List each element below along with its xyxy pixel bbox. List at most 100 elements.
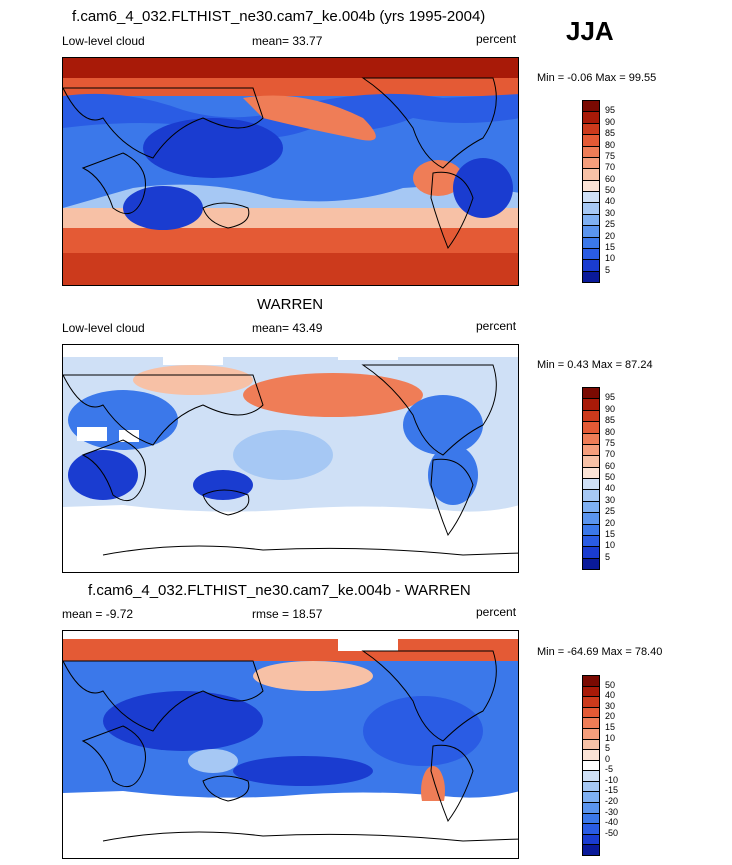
panel-2-map [62, 344, 519, 573]
colorbar-tick-label: 85 [605, 415, 616, 426]
colorbar-swatch [582, 259, 600, 272]
colorbar-tick-label: 40 [605, 690, 616, 701]
colorbar-tick-label: 10 [605, 540, 616, 551]
colorbar-swatch [582, 409, 600, 423]
colorbar-swatch [582, 134, 600, 147]
colorbar-swatch [582, 749, 600, 761]
colorbar-tick-label: 5 [605, 264, 611, 275]
panel-2-variable-label: Low-level cloud [62, 321, 145, 335]
colorbar-swatch [582, 738, 600, 751]
colorbar-swatch [582, 696, 600, 708]
colorbar-tick-label: 30 [605, 494, 616, 505]
colorbar-swatch [582, 156, 600, 170]
colorbar-swatch [582, 168, 600, 181]
colorbar-swatch [582, 546, 600, 559]
colorbar-tick-label: 5 [605, 743, 611, 754]
panel-1-units-label: percent [476, 32, 517, 46]
panel-1-colorbar: 95 90 85 80 75 70 60 50 40 30 25 20 15 10 5 [582, 100, 642, 283]
colorbar-tick-label: -5 [605, 764, 614, 775]
colorbar-tick-label: 15 [605, 528, 616, 539]
colorbar-swatch [582, 759, 600, 772]
colorbar-tick-label: 60 [605, 173, 616, 184]
colorbar-swatch [582, 685, 600, 698]
colorbar-swatch [582, 466, 600, 479]
panel-3-rmse-label: rmse = 18.57 [252, 607, 323, 621]
season-label: JJA [566, 16, 614, 46]
colorbar-swatch [582, 812, 600, 825]
colorbar-swatch [582, 111, 600, 124]
colorbar-swatch [582, 387, 600, 400]
colorbar-swatch [582, 191, 600, 204]
colorbar-tick-label: 15 [605, 241, 616, 252]
panel-3-colorbar: 50 40 30 20 15 10 5 0 -5 -10 -15 -20 -30 -40 -50 [582, 675, 642, 856]
colorbar-swatch [582, 717, 600, 729]
colorbar-swatch [582, 478, 600, 491]
panel-2-title: WARREN [257, 296, 324, 313]
colorbar-swatch [582, 770, 600, 782]
colorbar-tick-label: 75 [605, 437, 616, 448]
colorbar-tick-label: 15 [605, 721, 616, 732]
panel-1-map [62, 57, 519, 286]
colorbar-swatch [582, 791, 600, 804]
colorbar-swatch [582, 213, 600, 227]
panel-1-title: f.cam6_4_032.FLTHIST_ne30.cam7_ke.004b (… [72, 8, 486, 25]
colorbar-tick-label: 0 [605, 753, 611, 764]
colorbar-tick-label: 60 [605, 460, 616, 471]
colorbar-tick-label: 40 [605, 483, 616, 494]
colorbar-tick-label: 95 [605, 105, 616, 116]
colorbar-tick-label: 10 [605, 253, 616, 264]
panel-3-units-label: percent [476, 605, 517, 619]
colorbar-tick-label: 20 [605, 711, 616, 722]
colorbar-swatch [582, 727, 600, 740]
colorbar-swatch [582, 202, 600, 215]
colorbar-tick-label: 85 [605, 128, 616, 139]
colorbar-tick-label: 20 [605, 517, 616, 528]
panel-3-title: f.cam6_4_032.FLTHIST_ne30.cam7_ke.004b -… [88, 582, 471, 599]
colorbar-swatch [582, 534, 600, 548]
panel-2-units-label: percent [476, 319, 517, 333]
colorbar-tick-label: 50 [605, 472, 616, 482]
colorbar-tick-label: 80 [605, 139, 616, 150]
panel-3-minmax: Min = -64.69 Max = 78.40 [537, 646, 663, 658]
colorbar-tick-label: 50 [605, 185, 616, 195]
colorbar-tick-label: 90 [605, 116, 616, 127]
colorbar-swatch [582, 100, 600, 113]
colorbar-swatch [582, 780, 600, 793]
panel-2-minmax: Min = 0.43 Max = 87.24 [537, 359, 653, 371]
colorbar-tick-label: -20 [605, 796, 619, 807]
colorbar-tick-label: 75 [605, 150, 616, 161]
colorbar-tick-label: 30 [605, 700, 616, 711]
colorbar-swatch [582, 512, 600, 525]
colorbar-swatch [582, 122, 600, 136]
colorbar-tick-label: 10 [605, 732, 616, 743]
colorbar-tick-label: 30 [605, 207, 616, 218]
colorbar-tick-label: 70 [605, 162, 616, 173]
colorbar-tick-label: 90 [605, 403, 616, 414]
colorbar-swatch [582, 844, 600, 856]
colorbar-tick-label: -10 [605, 774, 619, 785]
colorbar-swatch [582, 833, 600, 846]
panel-2-colorbar: 95 90 85 80 75 70 60 50 40 30 25 20 15 10 5 [582, 387, 642, 570]
colorbar-swatch [582, 247, 600, 261]
colorbar-swatch [582, 145, 600, 158]
colorbar-tick-label: 70 [605, 449, 616, 460]
colorbar-swatch [582, 179, 600, 192]
colorbar-swatch [582, 823, 600, 835]
colorbar-tick-label: 25 [605, 506, 616, 517]
colorbar-tick-label: 40 [605, 196, 616, 207]
colorbar-swatch [582, 455, 600, 468]
colorbar-tick-label: -50 [605, 827, 619, 838]
colorbar-swatch [582, 500, 600, 514]
colorbar-swatch [582, 489, 600, 502]
colorbar-swatch [582, 398, 600, 411]
colorbar-swatch [582, 706, 600, 719]
colorbar-swatch [582, 270, 600, 283]
colorbar-tick-label: -40 [605, 817, 619, 828]
colorbar-tick-label: -30 [605, 806, 619, 817]
colorbar-swatch [582, 225, 600, 238]
colorbar-tick-label: 50 [605, 679, 616, 690]
colorbar-swatch [582, 802, 600, 814]
colorbar-swatch [582, 236, 600, 249]
colorbar-swatch [582, 432, 600, 445]
panel-3-map [62, 630, 519, 859]
